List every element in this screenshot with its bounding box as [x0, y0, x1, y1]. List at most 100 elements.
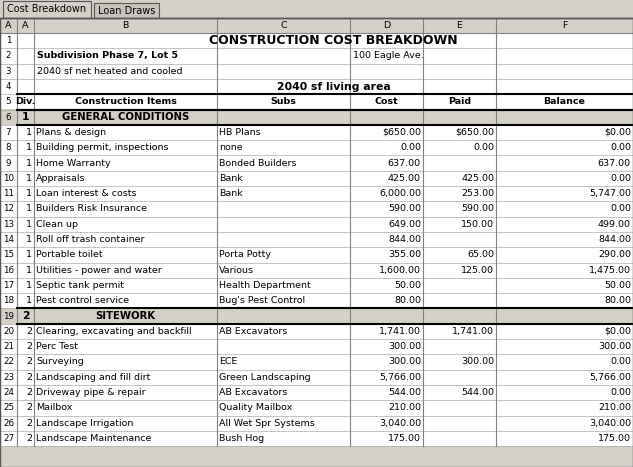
Text: 300.00: 300.00 — [461, 357, 494, 367]
Text: 425.00: 425.00 — [388, 174, 421, 183]
Text: F: F — [562, 21, 567, 30]
Text: A: A — [5, 21, 12, 30]
Text: 300.00: 300.00 — [388, 342, 421, 351]
Text: 6,000.00: 6,000.00 — [379, 189, 421, 198]
Text: 1: 1 — [26, 159, 32, 168]
Text: 80.00: 80.00 — [394, 296, 421, 305]
Text: 100 Eagle Ave.: 100 Eagle Ave. — [353, 51, 423, 60]
Text: 0.00: 0.00 — [610, 357, 631, 367]
Text: 590.00: 590.00 — [388, 205, 421, 213]
Text: Utilities - power and water: Utilities - power and water — [36, 266, 162, 275]
Bar — [0, 217, 633, 232]
Bar — [0, 431, 633, 446]
Text: 2: 2 — [26, 434, 32, 443]
Text: 50.00: 50.00 — [604, 281, 631, 290]
Bar — [0, 64, 633, 79]
Text: $0.00: $0.00 — [604, 327, 631, 336]
Text: E: E — [456, 21, 463, 30]
Bar — [0, 140, 633, 156]
Text: 2: 2 — [26, 418, 32, 428]
Text: 1,741.00: 1,741.00 — [452, 327, 494, 336]
Text: 2: 2 — [6, 51, 11, 60]
Text: 175.00: 175.00 — [388, 434, 421, 443]
Text: 544.00: 544.00 — [388, 388, 421, 397]
Text: 1,741.00: 1,741.00 — [379, 327, 421, 336]
Text: 1: 1 — [22, 112, 29, 122]
Text: Bank: Bank — [219, 174, 242, 183]
Bar — [0, 324, 633, 339]
Bar — [0, 171, 633, 186]
Text: Subs: Subs — [270, 97, 296, 106]
Bar — [0, 48, 633, 64]
Text: 1: 1 — [26, 281, 32, 290]
Text: Construction Items: Construction Items — [75, 97, 177, 106]
Bar — [0, 186, 633, 201]
Text: 1: 1 — [26, 174, 32, 183]
Bar — [0, 416, 633, 431]
Text: 14: 14 — [3, 235, 14, 244]
Text: none: none — [219, 143, 242, 152]
Text: AB Excavators: AB Excavators — [219, 327, 287, 336]
Text: C: C — [280, 21, 287, 30]
Text: Builders Risk Insurance: Builders Risk Insurance — [36, 205, 147, 213]
Text: Portable toilet: Portable toilet — [36, 250, 103, 259]
Text: Plans & design: Plans & design — [36, 128, 106, 137]
Text: 9: 9 — [6, 159, 11, 168]
Text: All Wet Spr Systems: All Wet Spr Systems — [219, 418, 315, 428]
Text: $0.00: $0.00 — [604, 128, 631, 137]
Text: 2: 2 — [26, 388, 32, 397]
Text: 24: 24 — [3, 388, 14, 397]
Text: 18: 18 — [3, 296, 14, 305]
Text: 150.00: 150.00 — [461, 220, 494, 229]
Bar — [3, 1, 91, 18]
Text: HB Plans: HB Plans — [219, 128, 261, 137]
Bar — [0, 109, 633, 125]
Text: B: B — [122, 21, 128, 30]
Text: 300.00: 300.00 — [388, 357, 421, 367]
Text: 637.00: 637.00 — [598, 159, 631, 168]
Text: Driveway pipe & repair: Driveway pipe & repair — [36, 388, 146, 397]
Text: Porta Potty: Porta Potty — [219, 250, 271, 259]
Text: Subdivision Phase 7, Lot 5: Subdivision Phase 7, Lot 5 — [37, 51, 178, 60]
Bar — [0, 400, 633, 416]
Text: 544.00: 544.00 — [461, 388, 494, 397]
Text: 3,040.00: 3,040.00 — [379, 418, 421, 428]
Text: 844.00: 844.00 — [598, 235, 631, 244]
Text: 21: 21 — [3, 342, 14, 351]
Text: Balance: Balance — [544, 97, 586, 106]
Bar — [0, 33, 633, 48]
Text: Appraisals: Appraisals — [36, 174, 85, 183]
Text: 0.00: 0.00 — [610, 205, 631, 213]
Text: Clearing, excavating and backfill: Clearing, excavating and backfill — [36, 327, 192, 336]
Text: 15: 15 — [3, 250, 14, 259]
Text: 12: 12 — [3, 205, 14, 213]
Text: 10: 10 — [3, 174, 14, 183]
Text: 0.00: 0.00 — [473, 143, 494, 152]
Text: Cost Breakdown: Cost Breakdown — [8, 5, 87, 14]
Text: 13: 13 — [3, 220, 14, 229]
Text: 7: 7 — [6, 128, 11, 137]
Text: Various: Various — [219, 266, 254, 275]
Text: Landscape Irrigation: Landscape Irrigation — [36, 418, 134, 428]
Text: Pest control service: Pest control service — [36, 296, 129, 305]
Bar — [0, 232, 633, 247]
Text: Mailbox: Mailbox — [36, 403, 72, 412]
Text: 210.00: 210.00 — [388, 403, 421, 412]
Text: A: A — [22, 21, 28, 30]
Text: 2: 2 — [26, 342, 32, 351]
Text: 125.00: 125.00 — [461, 266, 494, 275]
Text: ECE: ECE — [219, 357, 237, 367]
Text: 844.00: 844.00 — [388, 235, 421, 244]
Text: 1: 1 — [26, 250, 32, 259]
Bar — [94, 3, 159, 18]
Text: 253.00: 253.00 — [461, 189, 494, 198]
Text: 2: 2 — [26, 327, 32, 336]
Text: 11: 11 — [3, 189, 14, 198]
Text: Health Department: Health Department — [219, 281, 311, 290]
Text: 0.00: 0.00 — [610, 174, 631, 183]
Text: 1,475.00: 1,475.00 — [589, 266, 631, 275]
Text: Roll off trash container: Roll off trash container — [36, 235, 144, 244]
Text: Bug's Pest Control: Bug's Pest Control — [219, 296, 305, 305]
Text: 5: 5 — [6, 97, 11, 106]
Text: 2040 sf net heated and cooled: 2040 sf net heated and cooled — [37, 67, 182, 76]
